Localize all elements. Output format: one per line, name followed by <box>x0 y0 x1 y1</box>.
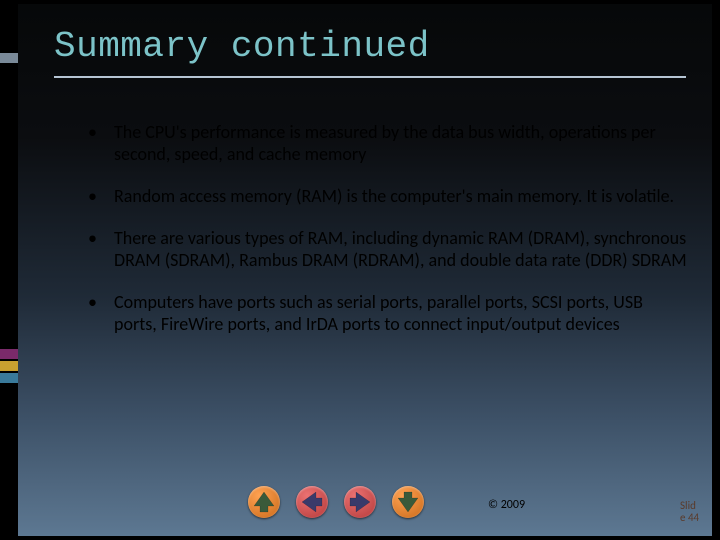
edge-mark <box>0 361 18 371</box>
edge-mark <box>0 373 18 383</box>
slide-title: Summary continued <box>54 26 430 67</box>
edge-mark <box>0 349 18 359</box>
prev-button[interactable] <box>296 486 328 518</box>
slide-number-label: Slid <box>680 499 696 512</box>
end-button[interactable] <box>392 486 424 518</box>
bullet-item: Computers have ports such as serial port… <box>88 292 688 336</box>
slide-body: Summary continued The CPU's performance … <box>18 4 712 536</box>
slide-number: Slid e 44 <box>680 500 706 524</box>
up-arrow-icon <box>248 486 280 518</box>
edge-mark <box>0 53 18 63</box>
left-arrow-icon <box>296 486 328 518</box>
home-button[interactable] <box>248 486 280 518</box>
bullet-list: The CPU's performance is measured by the… <box>88 122 688 356</box>
down-arrow-icon <box>392 486 424 518</box>
nav-buttons <box>248 486 424 518</box>
copyright-text: © 2009 <box>488 498 525 512</box>
bullet-item: The CPU's performance is measured by the… <box>88 122 688 166</box>
left-edge-marks <box>0 0 18 540</box>
bullet-item: There are various types of RAM, includin… <box>88 228 688 272</box>
slide-number-value: e 44 <box>680 511 699 524</box>
bullet-item: Random access memory (RAM) is the comput… <box>88 186 688 208</box>
right-arrow-icon <box>344 486 376 518</box>
next-button[interactable] <box>344 486 376 518</box>
title-underline <box>54 76 686 78</box>
